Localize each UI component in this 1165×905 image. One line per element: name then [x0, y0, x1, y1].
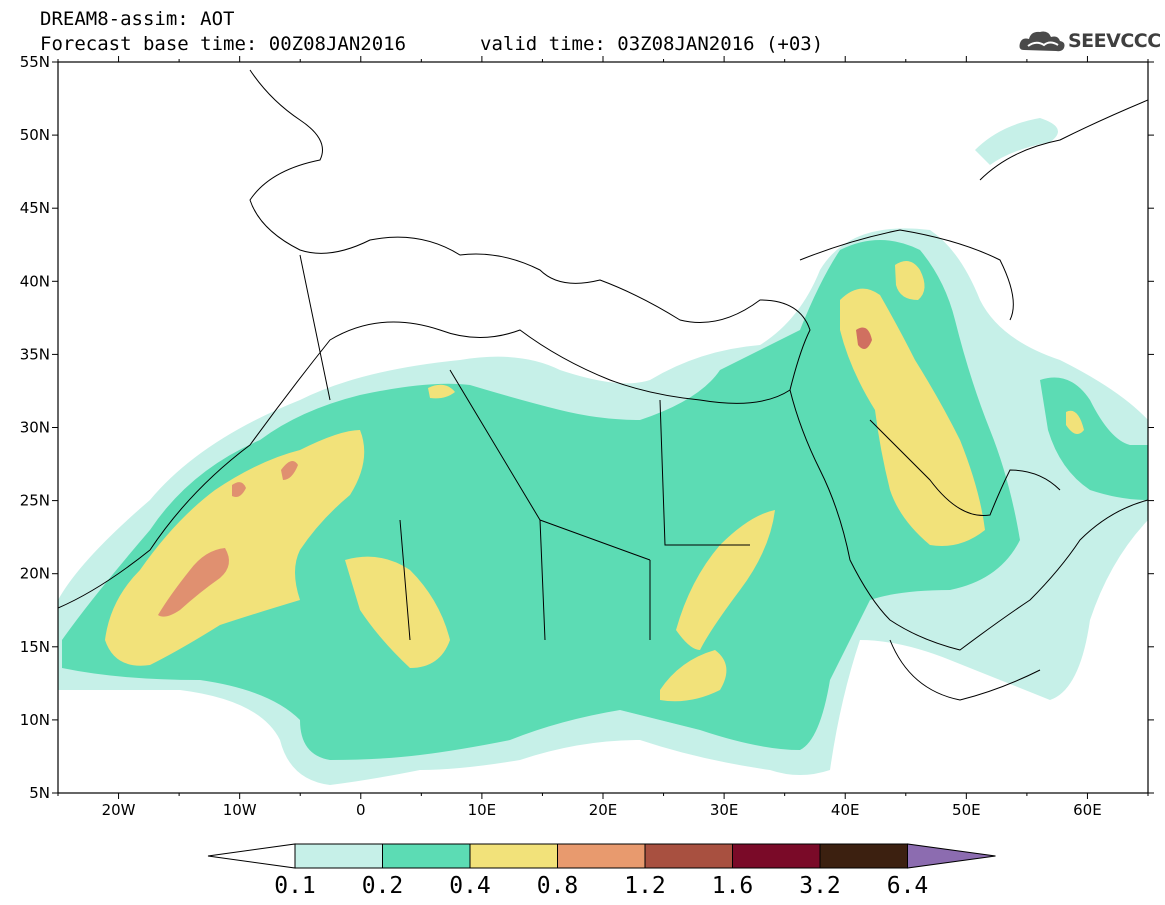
lat-tick-label: 40N [20, 272, 50, 290]
lat-tick-label: 35N [20, 345, 50, 363]
aot-contour-0.4-mesopotamia [840, 288, 985, 546]
colorbar-box [819, 843, 908, 869]
seevccc-logo: SEEVCCC [1018, 26, 1161, 56]
colorbar-label: 1.2 [624, 873, 666, 899]
aot-contour-0.2 [62, 240, 1020, 760]
colorbar-label: 0.8 [537, 873, 579, 899]
lat-tick-label: 20N [20, 565, 50, 583]
lat-tick-label: 15N [20, 638, 50, 656]
colorbar-label: 1.6 [712, 873, 754, 899]
lat-tick-label: 30N [20, 419, 50, 437]
aot-contour-0.4-kordofan [660, 650, 727, 702]
valid-time: valid time: 03Z08JAN2016 (+03) [480, 33, 824, 55]
aot-contour-0.8-iraq [856, 327, 872, 349]
lat-tick-label: 25N [20, 492, 50, 510]
forecast-base-time: Forecast base time: 00Z08JAN2016 [40, 33, 407, 55]
cloud-icon [1019, 31, 1065, 52]
lon-tick-label: 0 [356, 801, 366, 819]
lon-tick-label: 60E [1073, 801, 1102, 819]
aot-contour-0.4-iran [1066, 410, 1084, 434]
colorbar-label: 0.1 [274, 873, 316, 899]
colorbar-box [382, 843, 471, 869]
lon-tick-label: 10W [223, 801, 257, 819]
colorbar-box [294, 843, 383, 869]
aot-contour-0.4-caucasus [895, 261, 925, 300]
aot-contour-0.1-north [975, 118, 1058, 165]
aot-map: 55N 50N 45N 40N 35N 30N 25N 20N 15N 10N 5N 20W 10W 0… [20, 53, 1154, 819]
lon-tick-label: 10E [468, 801, 497, 819]
aot-contour-0.2-east [1040, 377, 1148, 500]
colorbar-over-triangle [907, 843, 996, 869]
lon-tick-label: 30E [710, 801, 739, 819]
logo-text: SEEVCCC [1068, 30, 1161, 52]
lat-tick-label: 45N [20, 199, 50, 217]
lat-tick-label: 10N [20, 711, 50, 729]
colorbar-box [557, 843, 646, 869]
colorbar-box [644, 843, 733, 869]
map-title: DREAM8-assim: AOT [40, 8, 235, 30]
colorbar-label: 3.2 [799, 873, 841, 899]
coastlines [58, 69, 1148, 701]
aot-field [58, 118, 1148, 785]
lat-tick-label: 5N [29, 784, 50, 802]
lon-tick-label: 50E [952, 801, 981, 819]
longitude-axis: 20W 10W 0 10E 20E 30E 40E 50E 60E [57, 56, 1149, 819]
aot-contour-0.4-sahel [345, 556, 450, 668]
aot-contour-0.8-sahara-2 [281, 461, 298, 480]
lat-tick-label: 55N [20, 53, 50, 71]
lon-tick-label: 20E [589, 801, 618, 819]
colorbar-label: 6.4 [887, 873, 929, 899]
aot-contour-0.4-sudan [676, 510, 775, 650]
colorbar-box [732, 843, 821, 869]
aot-contour-0.8-mauritania [158, 548, 229, 617]
aot-contour-0.4-algeria [428, 384, 455, 399]
latitude-axis: 55N 50N 45N 40N 35N 30N 25N 20N 15N 10N 5N [20, 53, 1154, 802]
colorbar-box [469, 843, 558, 869]
lon-tick-label: 20W [102, 801, 136, 819]
colorbar-under-triangle [207, 843, 296, 869]
colorbar-label: 0.4 [449, 873, 491, 899]
lon-tick-label: 40E [831, 801, 860, 819]
colorbar-label: 0.2 [362, 873, 404, 899]
lat-tick-label: 50N [20, 126, 50, 144]
aot-contour-0.8-sahara [232, 482, 246, 497]
